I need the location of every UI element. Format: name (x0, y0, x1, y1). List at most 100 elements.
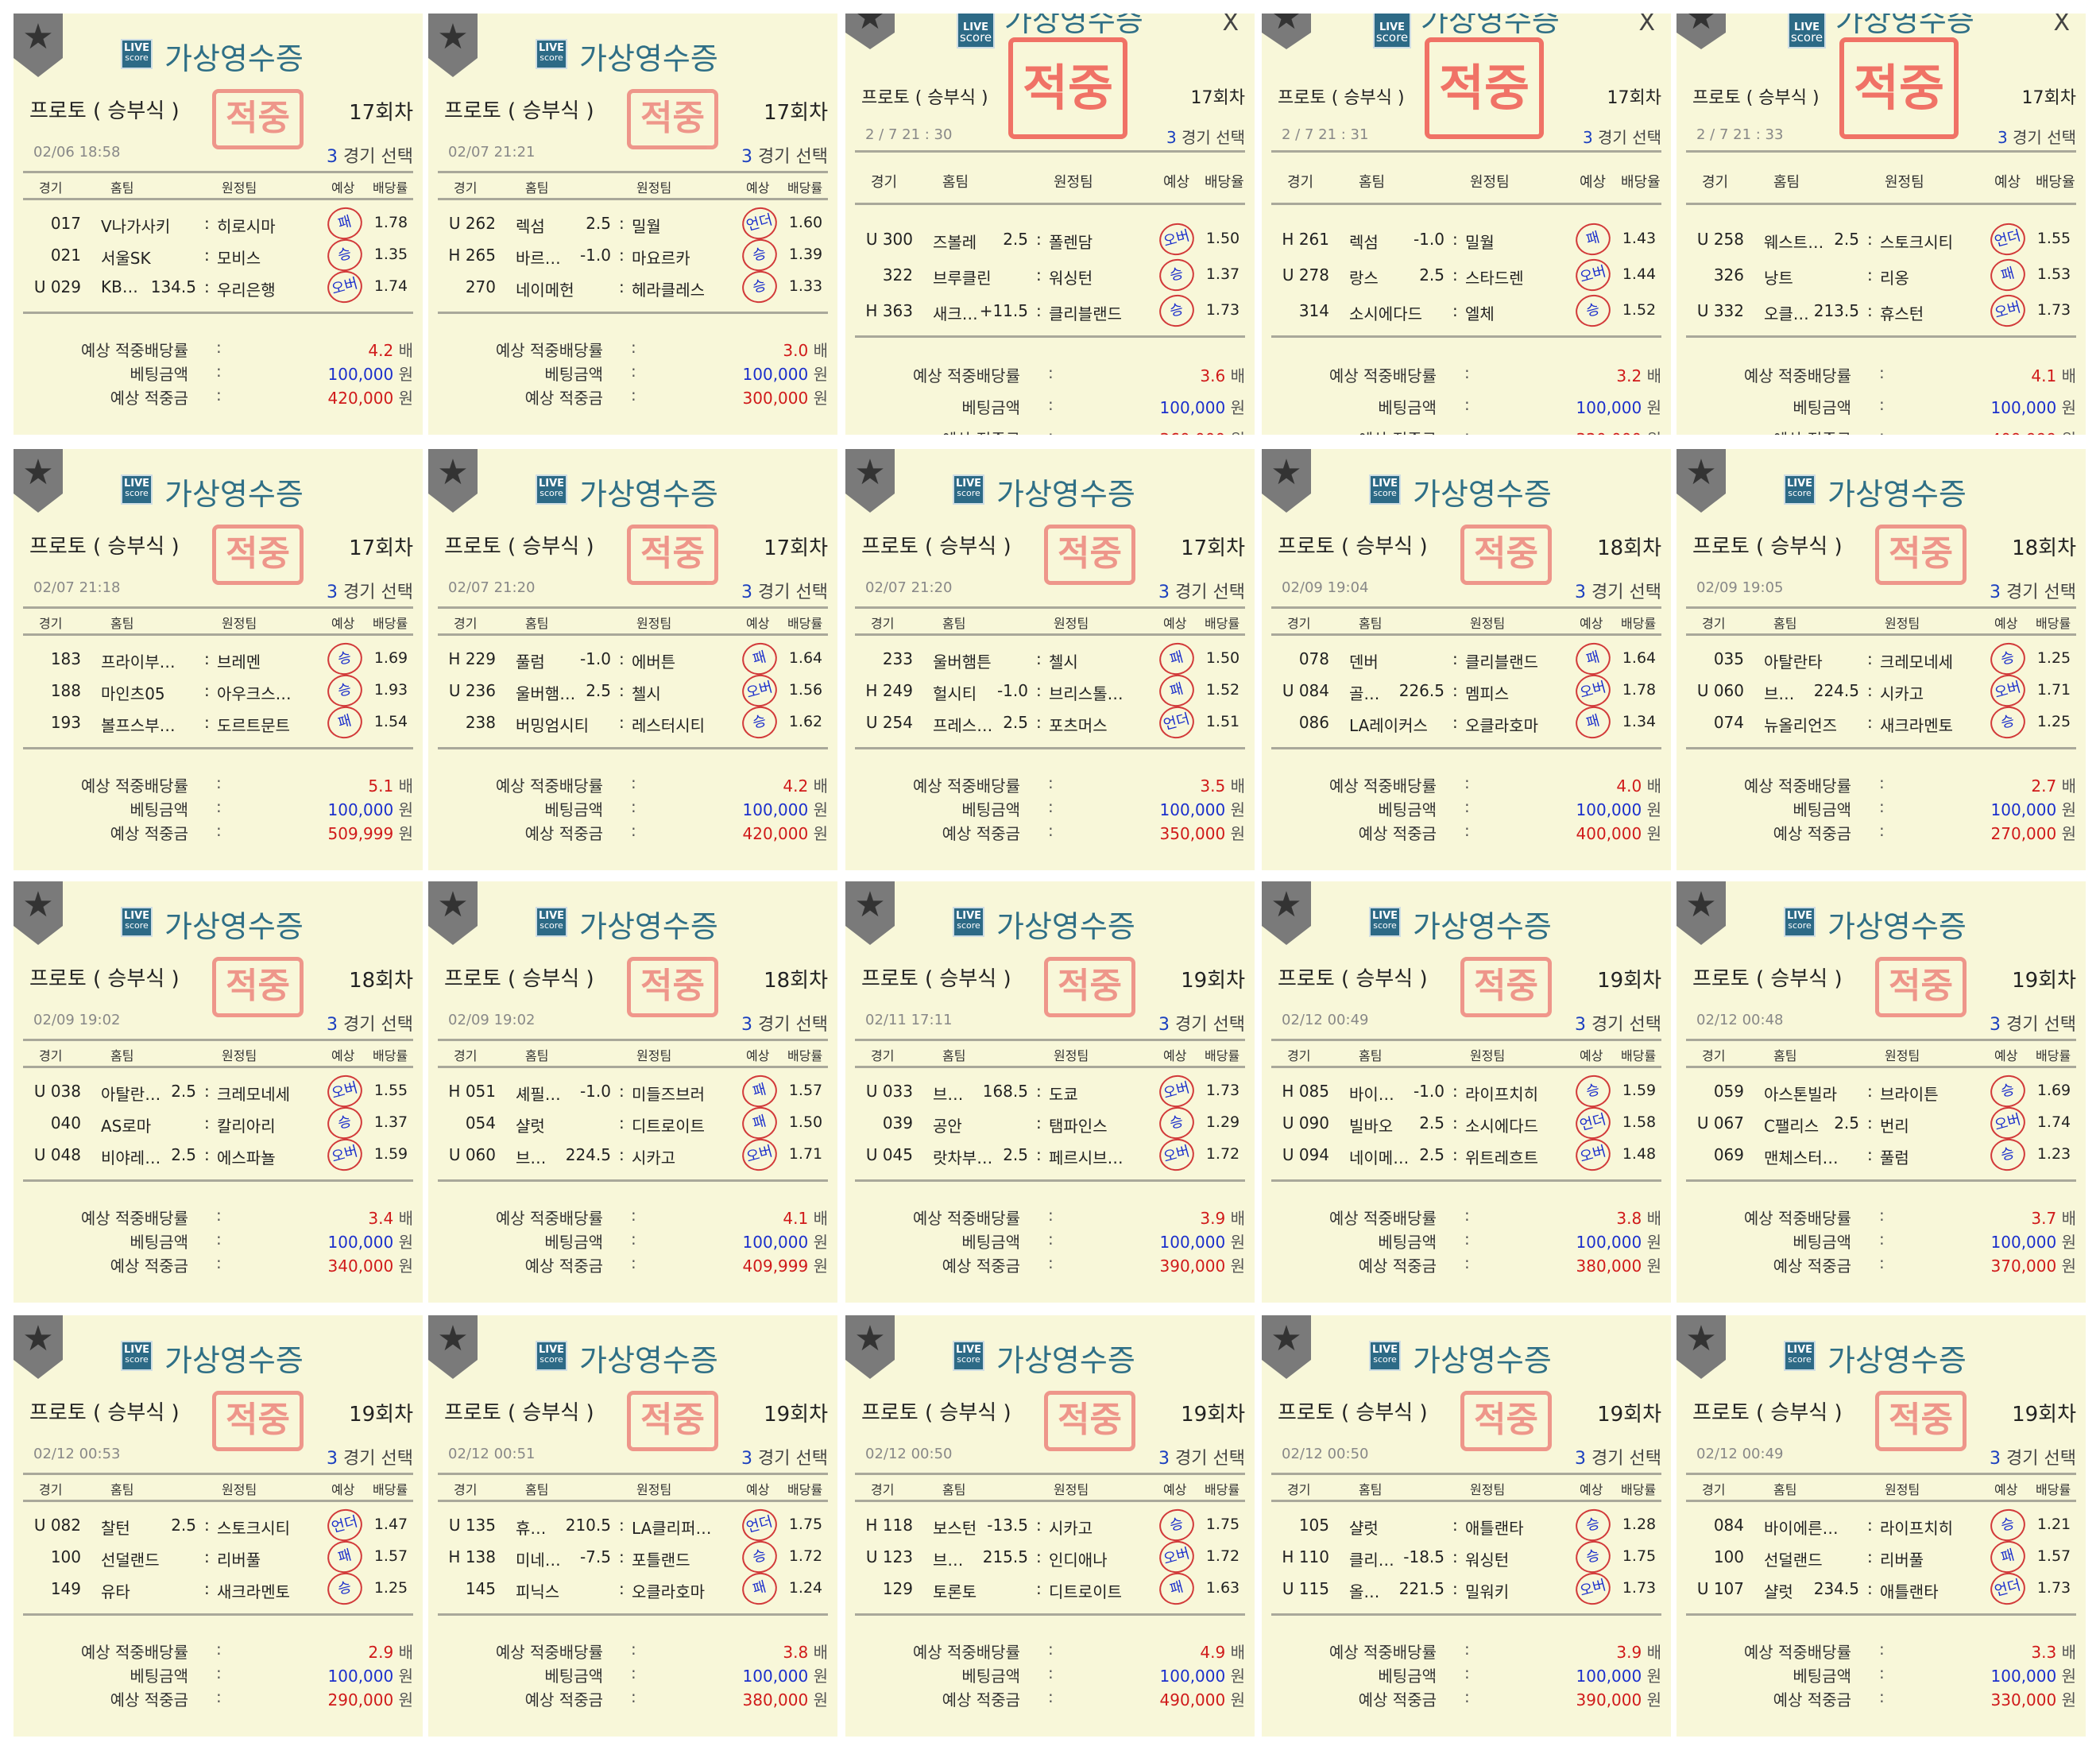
bookmark-ribbon[interactable]: ★ (14, 14, 63, 77)
bookmark-ribbon[interactable]: ★ (845, 1315, 895, 1379)
selection-count-number: 3 (1990, 1015, 2001, 1035)
odds: 1.39 (788, 246, 823, 263)
odds: 1.28 (1622, 1516, 1657, 1533)
rate-unit: 배 (813, 1643, 828, 1662)
close-icon[interactable]: X (1638, 14, 1655, 37)
summary-value-bet: 100,000 원 (743, 362, 828, 385)
summary-value-bet: 100,000 원 (1576, 797, 1661, 820)
payout-unit: 원 (1646, 824, 1661, 843)
selection-count-number: 3 (1575, 1015, 1587, 1035)
bookmark-ribbon[interactable]: ★ (1677, 1315, 1726, 1379)
odds: 1.64 (788, 649, 823, 667)
prediction-pick: 승 (1986, 1071, 2029, 1112)
bookmark-ribbon[interactable]: ★ (1262, 881, 1311, 945)
star-icon: ★ (854, 14, 886, 37)
payout-unit: 원 (1230, 824, 1245, 843)
summary-value-payout: 300,000 원 (743, 385, 828, 408)
summary-value-bet: 100,000 원 (1160, 797, 1245, 820)
payout-unit: 원 (398, 824, 413, 843)
handicap: -1.0 (579, 1082, 611, 1101)
close-icon[interactable]: X (2053, 14, 2070, 37)
handicap: +11.5 (979, 301, 1028, 320)
home-team: 아탈란… (101, 1085, 161, 1104)
prediction-pick: 승 (1572, 1536, 1615, 1578)
summary-value-payout: 370,000 원 (1991, 1253, 2076, 1276)
bookmark-ribbon[interactable]: ★ (845, 14, 895, 49)
summary-colon: : (1048, 773, 1054, 792)
divider (1686, 335, 2076, 338)
selection-count-label: 경기 선택 (1181, 128, 1245, 147)
home-team: 뉴올리언즈 (1764, 716, 1837, 735)
bookmark-ribbon[interactable]: ★ (1677, 14, 1726, 49)
summary-value-bet: 100,000 원 (328, 797, 413, 820)
game-code: U 038 (33, 1082, 81, 1101)
column-header-pick: 예상 (746, 1048, 770, 1063)
bookmark-ribbon[interactable]: ★ (1677, 881, 1726, 945)
odds: 1.24 (788, 1579, 823, 1597)
away-team: 탬파인스 (1049, 1117, 1108, 1136)
bookmark-ribbon[interactable]: ★ (1262, 1315, 1311, 1379)
vs-separator: : (1452, 1113, 1458, 1133)
game-code: 059 (1713, 1082, 1744, 1101)
away-team: 번리 (1880, 1117, 1909, 1136)
column-header-away: 원정팀 (1885, 174, 1924, 191)
vs-separator: : (204, 1113, 210, 1133)
game-code: H 118 (865, 1516, 913, 1535)
game-code: 039 (882, 1113, 913, 1133)
round-number: 17회차 (349, 536, 413, 560)
bookmark-ribbon[interactable]: ★ (428, 1315, 478, 1379)
bookmark-ribbon[interactable]: ★ (428, 881, 478, 945)
bookmark-ribbon[interactable]: ★ (428, 449, 478, 513)
close-icon[interactable]: X (1222, 14, 1239, 37)
bookmark-ribbon[interactable]: ★ (1677, 449, 1726, 513)
summary-label-payout: 예상 적중금 (1677, 427, 1851, 435)
column-header-odds_alt: 배당율 (1621, 174, 1661, 191)
logo-score-text: score (1373, 920, 1397, 931)
game-code: U 278 (1282, 265, 1329, 285)
game-code: 314 (1298, 301, 1329, 320)
vs-separator: : (1867, 681, 1873, 700)
handicap: -1.0 (1413, 1082, 1444, 1101)
hit-stamp: 적중 (1875, 525, 1967, 585)
prediction-pick: 승 (738, 266, 781, 308)
summary-label-rate: 예상 적중배당률 (495, 1643, 603, 1662)
bookmark-ribbon[interactable]: ★ (428, 14, 478, 77)
summary-label-bet: 베팅금액 (1378, 1667, 1437, 1686)
summary-label-rate: 예상 적중배당률 (912, 1209, 1020, 1228)
column-header-odds: 배당률 (1205, 1482, 1240, 1497)
logo-score-text: score (540, 52, 563, 63)
logo-score-text: score (1788, 920, 1812, 931)
rate-unit: 배 (1646, 366, 1661, 385)
home-team: 울버햄튼 (933, 652, 992, 672)
logo-score-text: score (957, 920, 980, 931)
payout-amount: 390,000 (1159, 1256, 1226, 1276)
bookmark-ribbon[interactable]: ★ (1262, 14, 1311, 49)
hit-stamp: 적중 (1008, 37, 1127, 139)
odds: 1.78 (373, 214, 408, 231)
bookmark-ribbon[interactable]: ★ (14, 449, 63, 513)
prediction-pick: 승 (738, 702, 781, 743)
summary-value-bet: 100,000 원 (1991, 797, 2076, 820)
livescore-logo: LIVE score (953, 1341, 984, 1371)
vs-separator: : (1036, 1145, 1042, 1164)
bookmark-ribbon[interactable]: ★ (845, 449, 895, 513)
bookmark-ribbon[interactable]: ★ (14, 881, 63, 945)
livescore-logo: LIVE score (1369, 907, 1401, 937)
bookmark-ribbon[interactable]: ★ (1262, 449, 1311, 513)
odds: 1.69 (373, 649, 408, 667)
divider (855, 1066, 1245, 1068)
summary-label-bet: 베팅금액 (1793, 800, 1851, 819)
bet-amount: 100,000 (327, 800, 394, 819)
hit-stamp: 적중 (1460, 525, 1552, 585)
column-header-home: 홈팀 (942, 174, 969, 191)
summary-label-rate: 예상 적중배당률 (1328, 1209, 1437, 1228)
bookmark-ribbon[interactable]: ★ (14, 1315, 63, 1379)
away-team: 브레멘 (217, 652, 261, 672)
selection-count: 3 경기 선택 (1990, 1010, 2076, 1036)
column-header-away: 원정팀 (636, 1482, 672, 1497)
rate-amount: 4.1 (2031, 366, 2057, 385)
bookmark-ribbon[interactable]: ★ (845, 881, 895, 945)
livescore-logo: LIVE score (121, 474, 153, 505)
bet-amount: 100,000 (1576, 398, 1642, 417)
